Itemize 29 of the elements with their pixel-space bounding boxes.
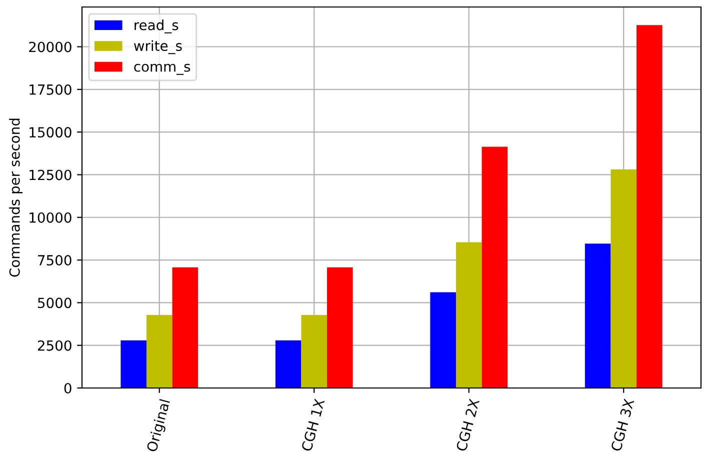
y-tick-label: 0 bbox=[64, 382, 72, 394]
bar bbox=[327, 267, 353, 388]
bar bbox=[301, 314, 328, 388]
y-tick-label: 20000 bbox=[29, 42, 72, 52]
y-tick-label: 5000 bbox=[38, 298, 72, 308]
bar bbox=[636, 25, 662, 388]
y-tick-label: 15000 bbox=[30, 127, 72, 138]
bar bbox=[610, 169, 637, 388]
y-tick-label: 2500 bbox=[38, 340, 72, 351]
bar bbox=[172, 267, 198, 388]
y-tick-label: 7500 bbox=[38, 255, 72, 266]
bar bbox=[482, 146, 508, 388]
x-tick-label: CGH 2X bbox=[456, 398, 480, 452]
y-tick-label: 17500 bbox=[30, 84, 72, 95]
bar bbox=[456, 242, 482, 388]
legend-label: comm_s bbox=[134, 64, 190, 75]
y-axis-title: Commands per second bbox=[9, 118, 23, 277]
y-tick-label: 10000 bbox=[30, 212, 72, 223]
x-tick-label: CGH 1X bbox=[301, 398, 325, 452]
x-tick-label: Original bbox=[146, 398, 173, 453]
bar bbox=[584, 244, 611, 388]
bar bbox=[120, 340, 146, 388]
bar bbox=[430, 292, 456, 388]
bar bbox=[275, 340, 302, 388]
bar bbox=[146, 314, 172, 388]
legend-label: read_s bbox=[134, 20, 178, 34]
x-tick-label: CGH 3X bbox=[610, 398, 634, 452]
y-tick-label: 12500 bbox=[30, 170, 72, 180]
legend-label: write_s bbox=[134, 40, 182, 54]
